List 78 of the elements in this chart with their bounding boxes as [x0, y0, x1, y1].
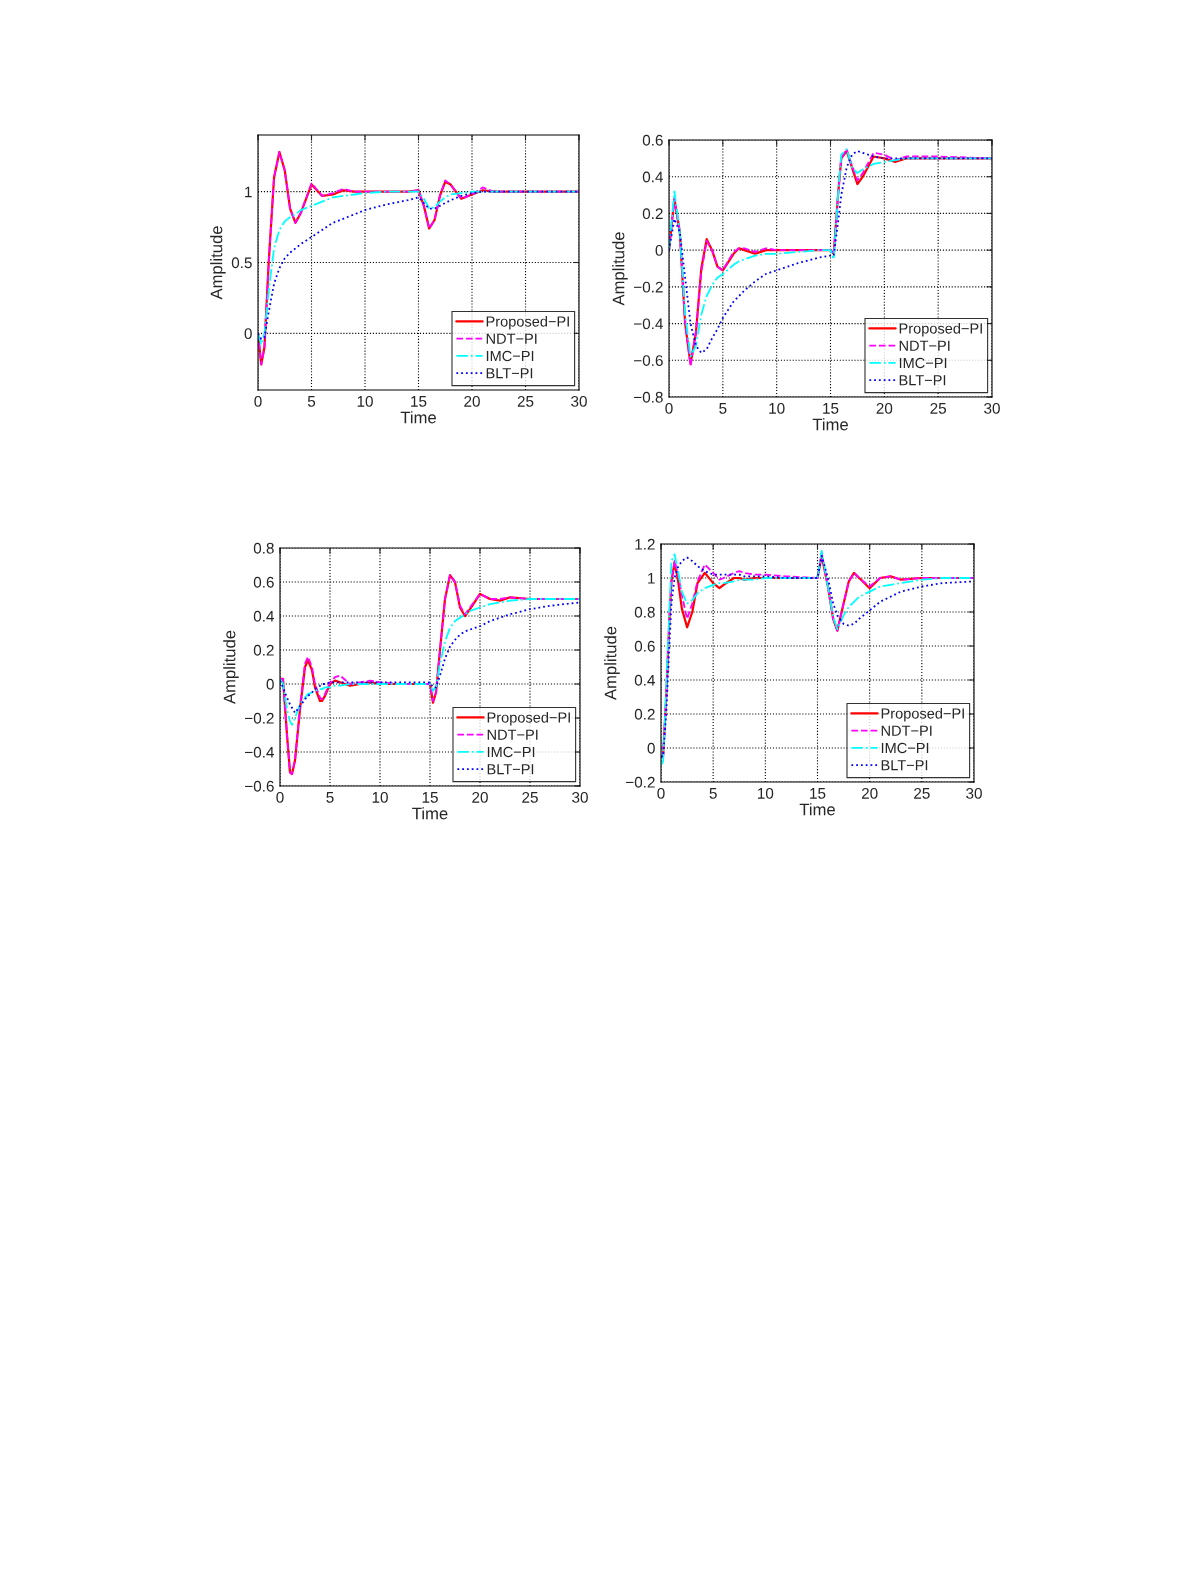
x-tick-label: 5 [719, 403, 727, 414]
x-tick-label: 15 [422, 792, 438, 803]
x-axis-title: Time [400, 411, 436, 424]
x-tick-label: 30 [966, 787, 982, 799]
x-tick-label: 25 [522, 791, 538, 803]
legend-label: IMC−PI [899, 357, 947, 369]
y-tick-label: 1 [648, 573, 655, 584]
y-tick-label: 0.4 [253, 610, 274, 622]
legend-label: IMC−PI [487, 746, 535, 758]
x-tick-label: 0 [276, 791, 284, 803]
y-tick-label: 0.2 [642, 208, 663, 220]
legend-label: Proposed−PI [899, 322, 982, 337]
y-tick-label: −0.6 [634, 355, 663, 366]
y-tick-label: −0.4 [634, 318, 663, 330]
y-tick-label: 0 [266, 678, 274, 690]
x-tick-label: 30 [984, 402, 1000, 414]
x-tick-label: 5 [326, 792, 334, 803]
y-tick-label: 0.2 [253, 644, 274, 656]
y-tick-label: −0.2 [626, 776, 655, 788]
x-tick-label: 10 [769, 402, 785, 414]
x-axis-title: Time [812, 418, 848, 431]
legend-label: BLT−PI [881, 760, 928, 771]
x-tick-label: 15 [823, 403, 839, 414]
y-tick-label: −0.4 [245, 746, 274, 758]
legend-label: BLT−PI [486, 368, 533, 379]
x-tick-label: 15 [810, 788, 826, 799]
y-tick-label: −0.2 [245, 712, 274, 724]
y-axis-title: Amplitude [604, 626, 620, 701]
y-tick-label: 0 [647, 742, 655, 754]
y-tick-label: −0.8 [634, 391, 663, 403]
x-tick-label: 15 [411, 396, 427, 407]
y-tick-label: −0.6 [245, 780, 274, 792]
x-tick-label: 0 [665, 402, 673, 414]
legend-label: BLT−PI [487, 764, 534, 775]
legend-label: NDT−PI [881, 725, 932, 736]
legend-label: NDT−PI [486, 333, 537, 344]
legend-label: NDT−PI [487, 729, 538, 740]
y-tick-label: 0.6 [642, 134, 663, 146]
x-tick-label: 20 [876, 402, 893, 414]
x-tick-label: 25 [517, 395, 534, 407]
y-tick-label: 1.2 [635, 538, 655, 550]
legend-label: IMC−PI [881, 742, 929, 754]
x-tick-label: 20 [472, 791, 488, 803]
line-series [280, 574, 580, 776]
y-tick-label: 0.6 [634, 640, 655, 652]
legend-label: NDT−PI [899, 340, 950, 351]
legend-label: Proposed−PI [486, 315, 569, 330]
x-axis-title: Time [412, 807, 448, 820]
x-tick-label: 10 [357, 395, 373, 407]
x-tick-label: 10 [372, 791, 388, 803]
legend-label: Proposed−PI [487, 711, 570, 726]
x-tick-label: 20 [464, 395, 480, 407]
y-tick-label: −0.2 [634, 281, 663, 293]
y-tick-label: 0.2 [634, 708, 655, 720]
x-axis-title: Time [799, 803, 835, 816]
x-tick-label: 25 [914, 787, 930, 799]
x-tick-label: 5 [307, 396, 316, 407]
x-tick-label: 5 [709, 788, 717, 799]
y-tick-label: 0.8 [634, 606, 655, 618]
x-tick-label: 30 [571, 395, 587, 407]
y-tick-label: 0.4 [634, 674, 655, 686]
y-axis-title: Amplitude [210, 226, 226, 300]
legend-label: BLT−PI [899, 375, 946, 386]
y-tick-label: 1 [245, 186, 252, 198]
y-axis-title: Amplitude [612, 232, 628, 306]
legend-label: Proposed−PI [881, 707, 964, 722]
y-tick-label: 0.5 [231, 257, 252, 269]
y-tick-label: 0.4 [642, 171, 663, 183]
y-tick-label: 0.8 [253, 542, 274, 554]
y-tick-label: 0 [244, 328, 252, 340]
y-tick-label: 0.6 [253, 576, 274, 588]
x-tick-label: 10 [758, 787, 774, 799]
legend-label: IMC−PI [486, 350, 534, 362]
y-tick-label: 0 [655, 245, 663, 256]
x-tick-label: 20 [861, 787, 878, 799]
x-tick-label: 30 [572, 791, 588, 803]
x-tick-label: 25 [930, 402, 947, 414]
y-axis-title: Amplitude [223, 630, 239, 705]
